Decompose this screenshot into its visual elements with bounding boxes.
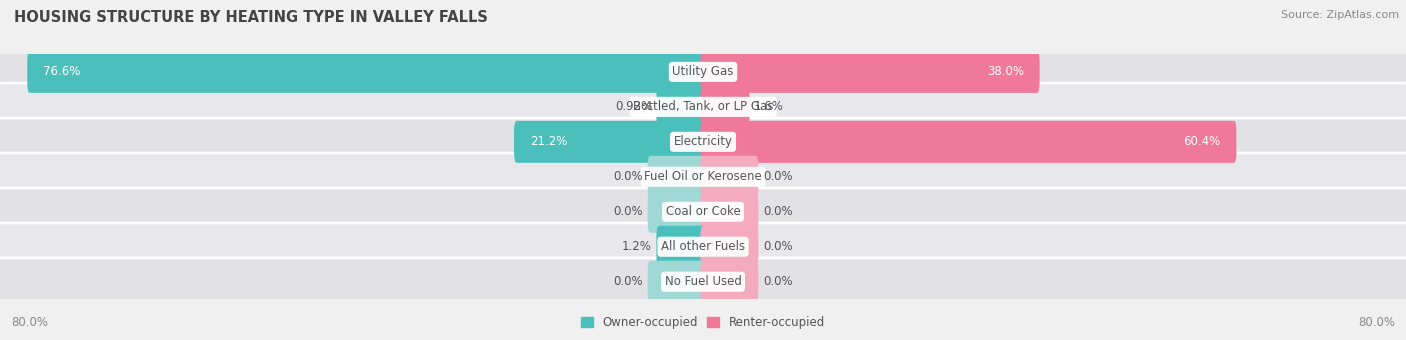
FancyBboxPatch shape xyxy=(648,191,706,233)
Text: 38.0%: 38.0% xyxy=(987,65,1024,79)
Text: 76.6%: 76.6% xyxy=(44,65,80,79)
FancyBboxPatch shape xyxy=(0,118,1406,166)
Text: 80.0%: 80.0% xyxy=(1358,317,1395,329)
FancyBboxPatch shape xyxy=(27,51,706,93)
FancyBboxPatch shape xyxy=(648,156,706,198)
FancyBboxPatch shape xyxy=(648,261,706,303)
FancyBboxPatch shape xyxy=(700,51,1039,93)
Text: Fuel Oil or Kerosene: Fuel Oil or Kerosene xyxy=(644,170,762,183)
FancyBboxPatch shape xyxy=(700,121,1236,163)
Text: Bottled, Tank, or LP Gas: Bottled, Tank, or LP Gas xyxy=(633,100,773,113)
Text: 0.0%: 0.0% xyxy=(613,205,644,218)
FancyBboxPatch shape xyxy=(700,156,758,198)
Text: Source: ZipAtlas.com: Source: ZipAtlas.com xyxy=(1281,10,1399,20)
Text: 0.0%: 0.0% xyxy=(762,240,793,253)
FancyBboxPatch shape xyxy=(0,153,1406,201)
FancyBboxPatch shape xyxy=(0,188,1406,236)
FancyBboxPatch shape xyxy=(0,258,1406,306)
Text: 0.0%: 0.0% xyxy=(762,205,793,218)
FancyBboxPatch shape xyxy=(0,223,1406,271)
Text: 80.0%: 80.0% xyxy=(11,317,48,329)
Text: 0.0%: 0.0% xyxy=(613,275,644,288)
Text: 21.2%: 21.2% xyxy=(530,135,567,148)
FancyBboxPatch shape xyxy=(0,48,1406,96)
FancyBboxPatch shape xyxy=(700,261,758,303)
FancyBboxPatch shape xyxy=(700,86,749,128)
FancyBboxPatch shape xyxy=(515,121,706,163)
FancyBboxPatch shape xyxy=(700,191,758,233)
Text: 1.2%: 1.2% xyxy=(623,240,652,253)
Text: Coal or Coke: Coal or Coke xyxy=(665,205,741,218)
Legend: Owner-occupied, Renter-occupied: Owner-occupied, Renter-occupied xyxy=(576,312,830,334)
Text: 0.0%: 0.0% xyxy=(613,170,644,183)
Text: 60.4%: 60.4% xyxy=(1184,135,1220,148)
FancyBboxPatch shape xyxy=(657,86,706,128)
Text: All other Fuels: All other Fuels xyxy=(661,240,745,253)
Text: 0.0%: 0.0% xyxy=(762,275,793,288)
Text: 1.6%: 1.6% xyxy=(754,100,783,113)
Text: 0.92%: 0.92% xyxy=(614,100,652,113)
Text: Utility Gas: Utility Gas xyxy=(672,65,734,79)
Text: No Fuel Used: No Fuel Used xyxy=(665,275,741,288)
Text: Electricity: Electricity xyxy=(673,135,733,148)
FancyBboxPatch shape xyxy=(700,226,758,268)
FancyBboxPatch shape xyxy=(657,226,706,268)
Text: HOUSING STRUCTURE BY HEATING TYPE IN VALLEY FALLS: HOUSING STRUCTURE BY HEATING TYPE IN VAL… xyxy=(14,10,488,25)
Text: 0.0%: 0.0% xyxy=(762,170,793,183)
FancyBboxPatch shape xyxy=(0,83,1406,131)
